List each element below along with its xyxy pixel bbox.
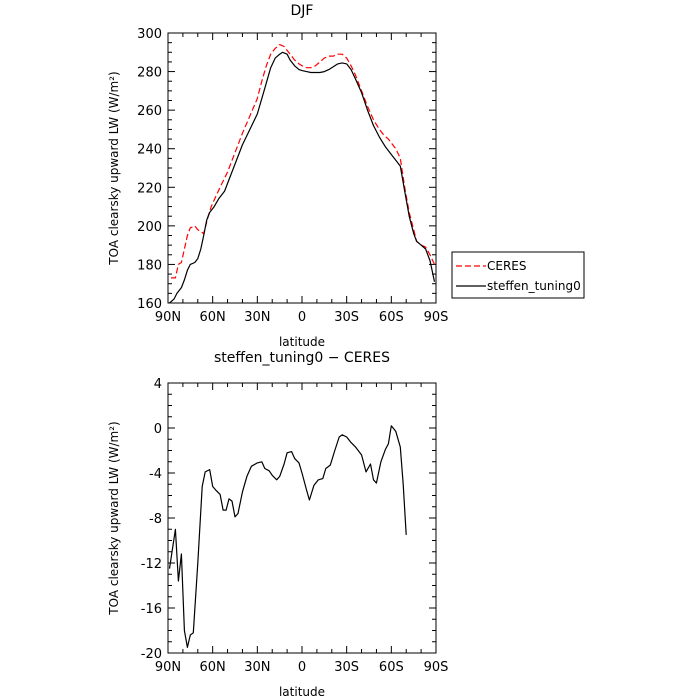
bottom-y-tick-label-0: 0 (154, 422, 162, 437)
top-series-group (169, 43, 436, 304)
top-y-tick-label-260: 260 (137, 104, 162, 119)
bottom-x-tick-label-0: 0 (298, 660, 306, 675)
legend-label-ceres: CERES (487, 259, 527, 273)
top-x-axis-label: latitude (279, 335, 325, 349)
top-y-tick-label-240: 240 (137, 143, 162, 158)
top-y-axis-label: TOA clearsky upward LW (W/m²) (107, 71, 121, 265)
top-plot-frame (167, 32, 437, 304)
bottom-y-tick-labels: -20 -16 -12 -8 -4 0 4 (141, 377, 162, 662)
bottom-y-tick-label-4: 4 (154, 377, 162, 392)
top-line-chart: DJF 90N 60N 30N 0 30S 60S 90S 160 180 200 220 240 2… (107, 3, 448, 349)
top-series-line-steffen-tuning0 (169, 51, 436, 304)
top-y-tick-label-180: 180 (137, 258, 162, 273)
bottom-x-tick-label-30s: 30S (334, 660, 359, 675)
top-chart-title: DJF (291, 3, 314, 19)
top-series-line-ceres (171, 43, 436, 279)
bottom-y-tick-label-4: -4 (149, 467, 162, 482)
legend: CERES steffen_tuning0 (451, 251, 585, 299)
bottom-x-tick-label-60s: 60S (379, 660, 404, 675)
bottom-y-tick-label-20: -20 (141, 647, 162, 662)
top-x-tick-label-60s: 60S (379, 310, 404, 325)
bottom-y-tick-label-16: -16 (141, 602, 162, 617)
top-y-tick-label-300: 300 (137, 27, 162, 42)
top-y-tick-label-200: 200 (137, 220, 162, 235)
bottom-x-axis-label: latitude (279, 685, 325, 699)
bottom-x-tick-label-90s: 90S (424, 660, 449, 675)
bottom-series-group (168, 425, 407, 649)
bottom-x-tick-labels: 90N 60N 30N 0 30S 60S 90S (155, 660, 449, 675)
bottom-x-tick-label-60n: 60N (200, 660, 226, 675)
bottom-series-line-0 (168, 425, 407, 649)
bottom-y-tick-label-8: -8 (149, 512, 162, 527)
legend-box (451, 251, 585, 299)
top-y-tick-label-280: 280 (137, 66, 162, 81)
bottom-chart-title: steffen_tuning0 − CERES (214, 350, 390, 366)
top-x-tick-labels: 90N 60N 30N 0 30S 60S 90S (155, 310, 449, 325)
bottom-plot-frame (167, 382, 437, 654)
bottom-y-axis-label: TOA clearsky upward LW (W/m²) (107, 421, 121, 615)
top-axis-ticks (167, 32, 437, 304)
bottom-y-tick-label-12: -12 (141, 557, 162, 572)
top-x-tick-label-60n: 60N (200, 310, 226, 325)
top-x-tick-label-30s: 30S (334, 310, 359, 325)
top-y-tick-label-160: 160 (137, 297, 162, 312)
top-x-tick-label-0: 0 (298, 310, 306, 325)
top-x-tick-label-30n: 30N (244, 310, 270, 325)
top-y-tick-label-220: 220 (137, 181, 162, 196)
legend-label-steffen-tuning0: steffen_tuning0 (487, 279, 581, 293)
top-x-tick-label-90s: 90S (424, 310, 449, 325)
top-y-tick-labels: 160 180 200 220 240 260 280 300 (137, 27, 162, 312)
bottom-x-tick-label-30n: 30N (244, 660, 270, 675)
bottom-x-tick-label-90n: 90N (155, 660, 181, 675)
bottom-line-chart: steffen_tuning0 − CERES 90N 60N 30N 0 30S 60S… (107, 350, 448, 699)
bottom-axis-ticks (167, 382, 437, 654)
top-x-tick-label-90n: 90N (155, 310, 181, 325)
